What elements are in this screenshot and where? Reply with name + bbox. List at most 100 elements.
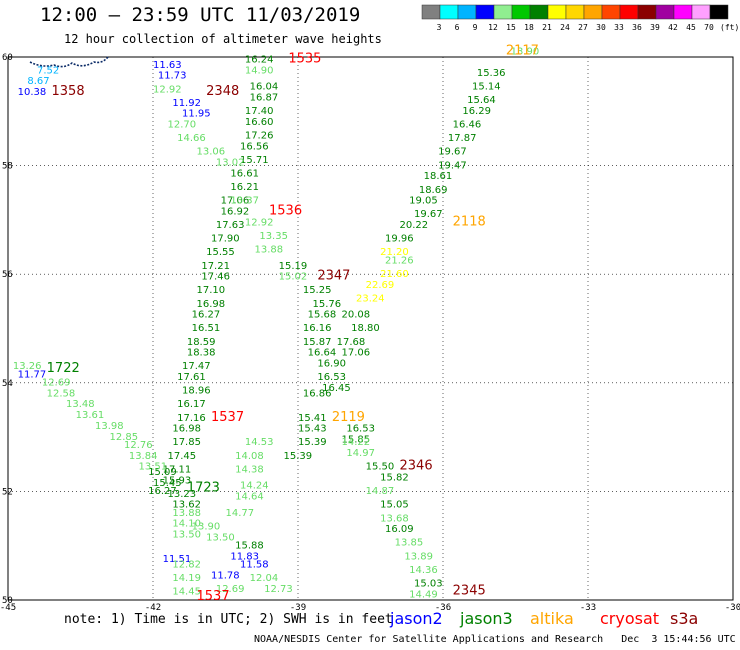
swh-value: 16.53 [317,372,346,383]
swh-value: 16.04 [250,82,279,93]
swh-value: 16.27 [148,486,177,497]
swh-value: 13.62 [172,500,201,511]
time-label: 1536 [269,203,302,218]
colorbar-label: 39 [650,23,660,32]
swh-value: 11.73 [158,71,187,82]
swh-value: 11.51 [163,554,192,565]
swh-value: 14.66 [177,133,206,144]
lon-tick-label: -42 [145,603,161,613]
swh-value: 12.69 [42,378,71,389]
swh-value: 17.26 [245,130,274,141]
swh-value: 20.08 [342,310,371,321]
swh-value: 11.92 [172,98,201,109]
colorbar-label: 9 [473,23,478,32]
colorbar-swatch [709,4,729,20]
swh-value: 11.58 [240,559,269,570]
swh-value: 17.47 [182,361,211,372]
swh-value: 16.87 [250,92,279,103]
coastline [29,56,109,68]
swh-value: 15.41 [298,413,327,424]
swh-value: 16.64 [308,348,337,359]
colorbar-swatch [439,4,459,20]
swh-value: 14.97 [346,448,375,459]
swh-value: 11.63 [153,60,182,71]
satellite-jason2: jason2 [390,609,443,628]
swh-value: 16.60 [245,117,274,128]
swh-value: 15.85 [342,435,371,446]
swh-value: 15.03 [414,578,443,589]
swh-value: 17.46 [201,272,230,283]
swh-value: 17.06 [342,348,371,359]
swh-value: 15.82 [380,473,409,484]
swh-value: 15.39 [284,451,313,462]
lon-tick-label: -45 [0,603,16,613]
lon-tick-label: -36 [435,603,451,613]
swh-value: 17.11 [163,464,192,475]
colorbar-label: 33 [614,23,624,32]
time-label: 1723 [187,480,220,495]
swh-value: 16.17 [177,399,206,410]
swh-value: 18.38 [187,348,216,359]
swh-value: 17.21 [201,261,230,272]
swh-value: 13.90 [192,521,221,532]
swh-value: 13.02 [216,158,245,169]
colorbar-label: 15 [506,23,516,32]
swh-value: 15.19 [279,261,308,272]
time-label: 2348 [206,84,239,99]
swh-value: 17.10 [197,285,226,296]
swh-value: 15.88 [235,540,264,551]
swh-value: 12.70 [168,120,197,131]
time-label: 1358 [52,84,85,99]
swh-value: 15.50 [366,462,395,473]
swh-value: 14.53 [245,437,274,448]
swh-value: 16.61 [230,168,259,179]
swh-value: 12.73 [264,584,293,595]
swh-value: 14.24 [240,481,269,492]
colorbar-swatch [493,4,513,20]
swh-value: 18.96 [182,386,211,397]
swh-value: 15.39 [298,437,327,448]
swh-value: 10.38 [18,87,47,98]
swh-value: 11.78 [211,570,240,581]
swh-value: 12.82 [172,559,201,570]
lon-tick-label: -30 [725,603,740,613]
swh-value: 12.92 [245,217,274,228]
swh-value: 14.45 [172,587,201,598]
colorbar-label: 27 [578,23,588,32]
swh-value: 21.60 [380,269,409,280]
time-label: 2346 [400,459,433,474]
colorbar-label: 24 [560,23,570,32]
swh-value: 15.45 [153,478,182,489]
colorbar-label: 12 [488,23,498,32]
swh-value: 15.87 [303,337,332,348]
swh-value: 19.67 [414,209,443,220]
swh-value: 17.68 [337,337,366,348]
colorbar-units: (ft) [720,23,739,32]
colorbar-swatch [475,4,495,20]
swh-value: 17.06 [221,196,250,207]
swh-value: 14.19 [172,573,201,584]
swh-value: 15.36 [477,68,506,79]
swh-value: 18.69 [419,185,448,196]
swh-value: 13.90 [511,46,540,57]
colorbar-swatch [457,4,477,20]
satellite-altika: altika [530,609,574,628]
swh-value: 15.25 [303,285,332,296]
lat-tick-label: 58 [2,162,13,172]
lat-tick-label: 52 [2,487,13,497]
lat-tick-label: 60 [2,53,13,63]
swh-value: 14.77 [226,508,255,519]
swh-value: 17.63 [216,220,245,231]
swh-value: 15.14 [472,82,501,93]
time-label: 2119 [332,410,365,425]
swh-value: 21.20 [380,247,409,258]
swh-value: 16.27 [192,310,221,321]
swh-value: 16.29 [462,106,491,117]
time-label: 2117 [506,43,539,58]
swh-value: 16.98 [172,424,201,435]
colorbar-swatch [547,4,567,20]
time-label: 1535 [288,51,321,66]
swh-value: 13.68 [380,513,409,524]
swh-value: 14.36 [409,565,438,576]
swh-value: 13.50 [172,530,201,541]
